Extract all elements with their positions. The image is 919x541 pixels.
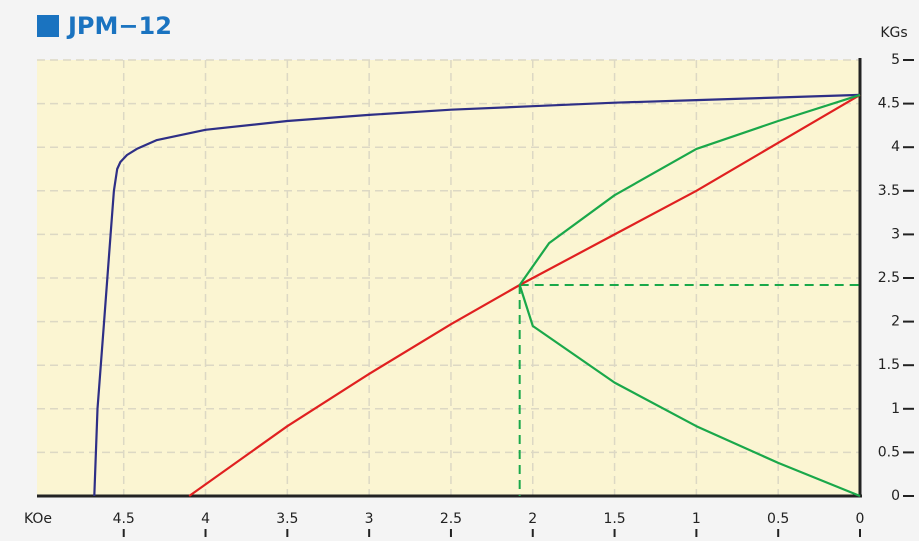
y-tick-label: 0 [891, 488, 900, 504]
series-line [93, 93, 861, 497]
x-tick-label: 0.5 [767, 511, 789, 527]
title-square [37, 15, 59, 37]
x-tick-label: 4.5 [113, 511, 135, 527]
y-tick-label: 4 [891, 139, 900, 155]
chart-title: JPM−12 [66, 12, 172, 40]
y-tick-label: 3 [891, 226, 900, 242]
y-tick-label: 4.5 [878, 96, 900, 112]
y-tick-label: 2 [891, 314, 900, 330]
x-tick-label: 4 [201, 511, 210, 527]
x-tick-label: 0 [856, 511, 865, 527]
y-axis-label: KGs [880, 25, 907, 41]
x-tick-label: 1.5 [603, 511, 625, 527]
y-tick-label: 3.5 [878, 183, 900, 199]
x-tick-label: 3.5 [276, 511, 298, 527]
x-tick-label: 2.5 [440, 511, 462, 527]
y-tick-label: 1 [891, 401, 900, 417]
y-tick-label: 5 [891, 52, 900, 68]
x-tick-label: 3 [365, 511, 374, 527]
y-tick-label: 0.5 [878, 444, 900, 460]
x-axis-label: KOe [24, 511, 52, 527]
y-tick-label: 1.5 [878, 357, 900, 373]
series-line [518, 93, 861, 498]
x-tick-label: 1 [692, 511, 701, 527]
x-tick-label: 2 [528, 511, 537, 527]
y-tick-label: 2.5 [878, 270, 900, 286]
